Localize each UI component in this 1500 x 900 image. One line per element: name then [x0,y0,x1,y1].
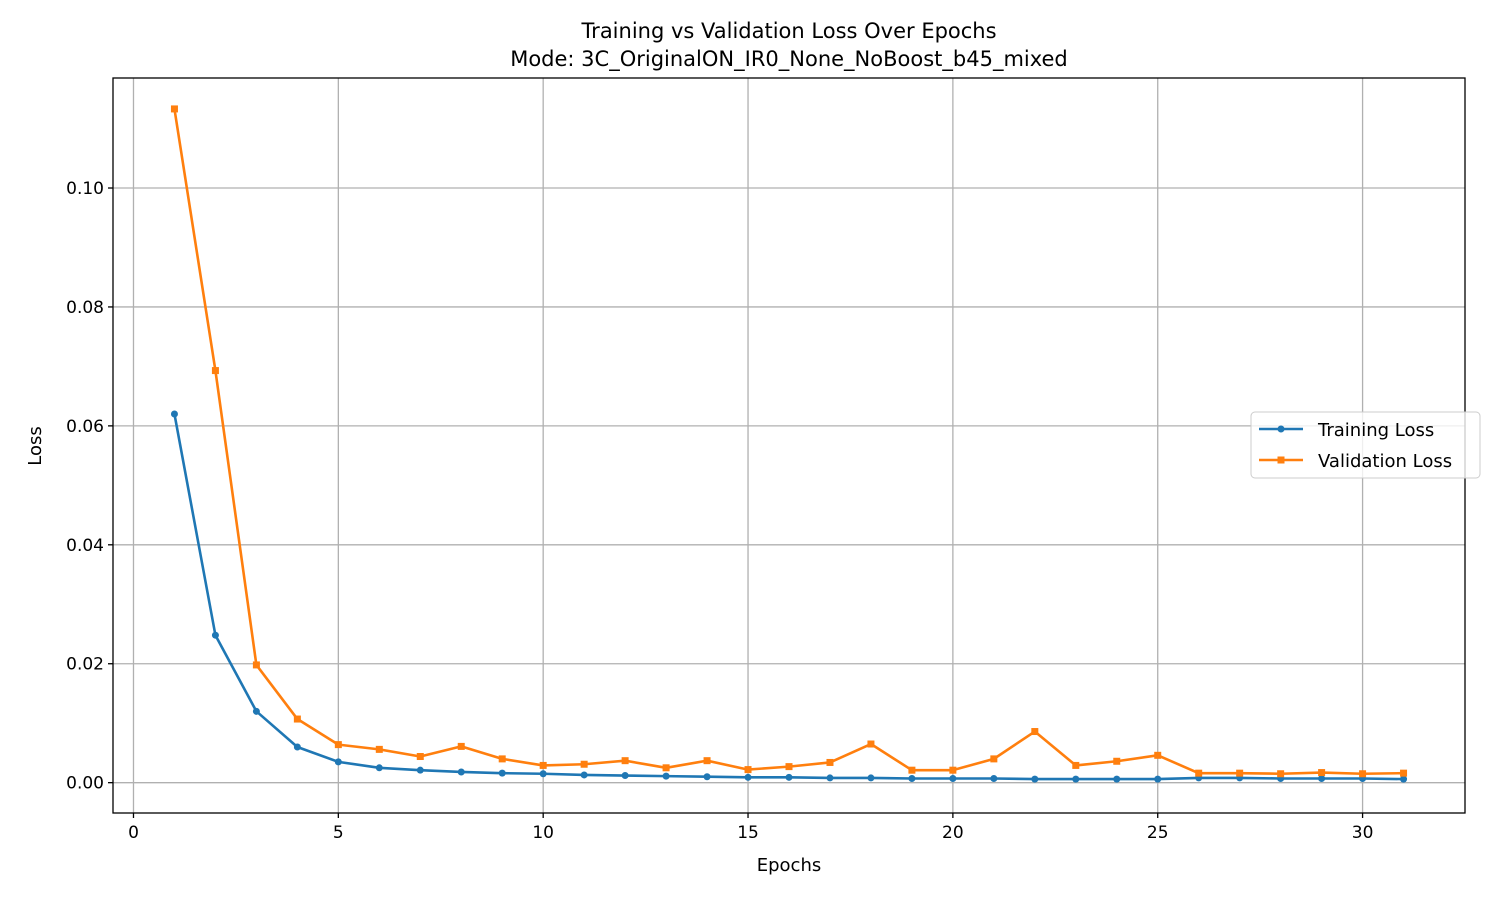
data-point-validation-loss [1277,770,1285,778]
chart-subtitle: Mode: 3C_OriginalON_IR0_None_NoBoost_b45… [510,47,1068,72]
legend-marker-validation [1277,456,1285,464]
data-point-training-loss [375,764,383,772]
axis-ticks: 0 5 10 15 20 25 30 0.00 0.02 0.04 0.06 0.08 0.10 [66,179,1373,843]
data-point-validation-loss [744,766,752,774]
data-point-validation-loss [662,764,670,772]
data-point-validation-loss [498,755,506,763]
x-tick-label: 25 [1147,823,1169,843]
data-point-training-loss [826,774,834,782]
data-point-training-loss [1318,775,1326,783]
data-point-training-loss [908,775,916,783]
x-tick-label: 20 [942,823,964,843]
data-point-training-loss [1072,775,1080,783]
data-point-validation-loss [580,760,588,768]
data-point-training-loss [293,743,301,751]
data-point-validation-loss [1031,728,1039,736]
data-point-validation-loss [908,766,916,774]
y-tick-label: 0.02 [66,655,104,675]
data-point-training-loss [867,774,875,782]
x-tick-label: 30 [1352,823,1374,843]
data-point-validation-loss [1400,769,1408,777]
data-point-validation-loss [1318,769,1326,777]
data-point-training-loss [211,631,219,639]
data-point-training-loss [949,775,957,783]
data-point-validation-loss [334,741,342,749]
legend-label-validation: Validation Loss [1318,451,1452,472]
data-point-training-loss [1400,775,1408,783]
data-point-training-loss [703,773,711,781]
x-tick-label: 15 [737,823,759,843]
data-point-training-loss [457,768,465,776]
data-point-validation-loss [949,766,957,774]
data-point-training-loss [1154,775,1162,783]
y-axis-label: Loss [25,426,46,465]
data-point-validation-loss [621,757,629,765]
data-point-validation-loss [539,761,547,769]
data-point-validation-loss [1072,761,1080,769]
y-tick-label: 0.00 [66,774,104,794]
data-point-training-loss [252,707,260,715]
data-point-validation-loss [293,715,301,723]
data-point-validation-loss [375,745,383,753]
data-point-validation-loss [1154,751,1162,759]
data-point-validation-loss [1359,770,1367,778]
data-point-validation-loss [1113,757,1121,765]
data-point-validation-loss [211,367,219,375]
y-tick-label: 0.04 [66,536,104,556]
data-point-training-loss [621,772,629,780]
x-axis-label: Epochs [757,855,822,876]
data-point-training-loss [662,772,670,780]
data-point-validation-loss [252,661,260,669]
data-point-validation-loss [703,757,711,765]
data-point-training-loss [990,775,998,783]
data-point-training-loss [334,758,342,766]
data-point-validation-loss [416,753,424,761]
data-point-training-loss [170,410,178,418]
data-point-validation-loss [1195,769,1203,777]
x-tick-label: 5 [333,823,344,843]
data-point-training-loss [416,766,424,774]
data-point-training-loss [744,773,752,781]
data-point-training-loss [1113,775,1121,783]
x-tick-label: 0 [128,823,139,843]
legend-box [1250,411,1481,479]
x-tick-label: 10 [532,823,554,843]
data-point-training-loss [580,771,588,779]
y-tick-label: 0.06 [66,417,104,437]
legend: Training Loss Validation Loss [1250,411,1481,479]
data-point-validation-loss [170,105,178,113]
data-point-validation-loss [826,758,834,766]
data-point-validation-loss [785,763,793,771]
data-point-validation-loss [1236,769,1244,777]
data-point-validation-loss [867,740,875,748]
chart-title: Training vs Validation Loss Over Epochs [580,19,996,43]
grid [113,78,1465,813]
data-point-validation-loss [457,742,465,750]
data-point-training-loss [539,770,547,778]
data-point-validation-loss [990,755,998,763]
data-point-training-loss [1031,775,1039,783]
legend-label-training: Training Loss [1317,420,1434,441]
data-point-training-loss [498,769,506,777]
legend-marker-training [1277,425,1285,433]
data-point-training-loss [785,773,793,781]
series-layer [170,105,1408,783]
y-tick-label: 0.10 [66,179,104,199]
y-tick-label: 0.08 [66,298,104,318]
